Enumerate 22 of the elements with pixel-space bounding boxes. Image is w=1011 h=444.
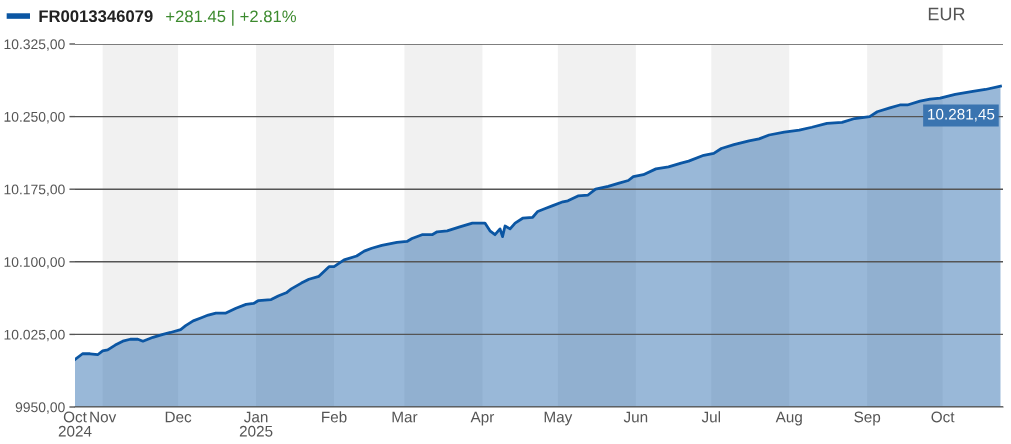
x-tick-label: Jun xyxy=(623,411,648,423)
y-tick-label: 9950,00 xyxy=(15,402,65,414)
x-tick-label: Mar xyxy=(392,411,418,423)
chart-subtitle: +281.45 | +2.81% xyxy=(166,10,297,26)
x-tick-label: Jan 2025 xyxy=(239,411,273,437)
y-tick-label: 10.025,00 xyxy=(4,329,65,342)
text: EUR xyxy=(928,7,965,21)
x-tick-label: Aug xyxy=(775,411,802,426)
annotation: 10.281,45 xyxy=(928,108,995,122)
x-tick-label: Dec xyxy=(165,411,192,423)
x-tick-label: Nov xyxy=(90,411,117,423)
y-tick-label: 10.175,00 xyxy=(4,184,65,197)
legend-label: FR0013346079 xyxy=(39,10,153,23)
y-tick-label: 10.325,00 xyxy=(4,39,65,51)
x-tick-label: Oct xyxy=(931,411,955,423)
y-tick-label: 10.250,00 xyxy=(4,111,65,124)
x-tick-label: Jul xyxy=(701,411,721,423)
x-tick-label: Feb xyxy=(322,411,347,423)
y-tick-label: 10.100,00 xyxy=(4,257,65,269)
x-tick-label: Sep xyxy=(854,411,881,426)
x-tick-label: Apr xyxy=(470,411,495,426)
x-tick-label: May xyxy=(544,411,573,426)
